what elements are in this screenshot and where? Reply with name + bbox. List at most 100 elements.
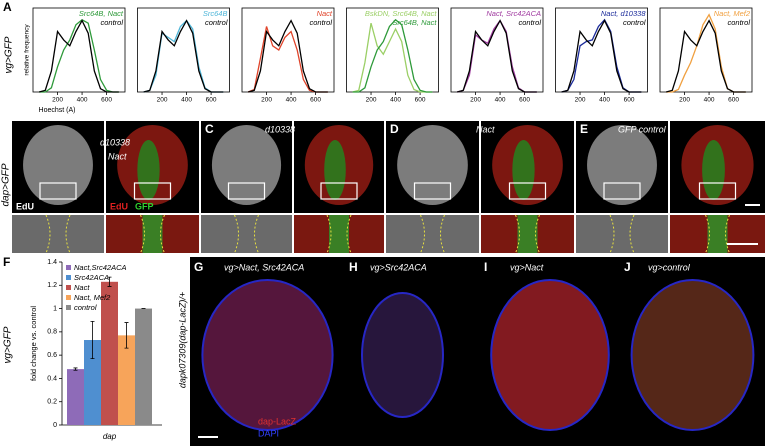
bar	[67, 369, 84, 425]
zoom-strip	[201, 215, 292, 253]
legend-entry: control	[100, 18, 123, 27]
x-tick-label: 400	[599, 97, 610, 104]
x-tick-label: 200	[52, 97, 63, 104]
side-label: dapk07309(dap-LacZ)/+	[177, 292, 187, 388]
roi-box	[508, 182, 547, 200]
bar	[84, 340, 101, 425]
x-tick-label: 600	[519, 97, 530, 104]
x-tick-label: 600	[415, 97, 426, 104]
genotype-label: Nact	[108, 151, 127, 161]
tissue	[587, 125, 657, 205]
legend-entry: Nact, Mef2	[714, 9, 751, 18]
x-tick-label: 200	[366, 97, 377, 104]
x-tick-label: 400	[77, 97, 88, 104]
legend-entry: control	[205, 18, 228, 27]
panel-label: E	[580, 122, 588, 136]
stain-label: EdU	[16, 201, 34, 211]
genotype-label: vg>control	[648, 262, 691, 272]
y-tick-label: 0.2	[47, 399, 57, 406]
stain-label: GFP	[135, 201, 154, 211]
x-tick-label: 600	[624, 97, 635, 104]
histogram-line	[352, 22, 433, 93]
wing-disc	[630, 279, 755, 431]
x-tick-label: 200	[157, 97, 168, 104]
gfp-region	[137, 140, 160, 200]
legend-entry: control	[74, 303, 97, 312]
roi-box	[320, 182, 358, 200]
panel-label: I	[484, 260, 487, 274]
legend-entry: Nact, Src42ACA	[486, 9, 541, 18]
error-bar	[124, 322, 129, 349]
legend-entry: Src42ACA	[74, 273, 109, 282]
histogram-line	[561, 19, 642, 93]
legend-entry: Nact	[317, 9, 333, 18]
panel-label: A	[3, 0, 12, 14]
panel-label: F	[3, 255, 10, 269]
x-tick-label: dap	[103, 432, 117, 441]
wing-disc	[490, 279, 610, 431]
x-tick-label: 400	[704, 97, 715, 104]
tissue	[23, 125, 93, 205]
plot-area	[450, 7, 544, 93]
legend-entry: Nact,Src42ACA	[74, 263, 127, 272]
legend-entry: Nact, Mef2	[74, 293, 111, 302]
y-tick-label: 1.4	[47, 259, 57, 266]
roi-box	[39, 182, 77, 200]
tissue	[397, 125, 468, 205]
legend-swatch	[66, 295, 71, 300]
panel-label: G	[194, 260, 203, 274]
image-layer	[12, 121, 765, 446]
legend-swatch	[66, 285, 71, 290]
error-bar	[90, 320, 95, 360]
x-tick-label: 400	[495, 97, 506, 104]
bar	[101, 281, 118, 425]
y-axis-label: relative frequency	[24, 24, 31, 76]
y-axis-label: fold change vs. control	[29, 306, 38, 381]
y-tick-label: 0.4	[47, 375, 57, 382]
side-label: dap>GFP	[1, 163, 12, 206]
y-tick-label: 0.6	[47, 352, 57, 359]
legend-swatch	[66, 265, 71, 270]
bar	[135, 308, 152, 425]
x-tick-label: 200	[261, 97, 272, 104]
histogram-line	[39, 18, 119, 93]
x-tick-label: 400	[286, 97, 297, 104]
legend-entry: control	[623, 18, 646, 27]
gfp-band	[142, 215, 163, 253]
legend-entry: Src64B	[203, 9, 228, 18]
plot-area	[137, 7, 230, 93]
legend-entry: control	[727, 18, 750, 27]
genotype-label: d10338	[265, 124, 295, 134]
chart-layer: 200 400 600 Hoechst (A) relative frequency Sr…	[24, 7, 753, 441]
legend-swatch	[66, 275, 71, 280]
histogram-line	[143, 19, 224, 93]
plot-area	[241, 7, 335, 93]
stain-label: dap-LacZ	[258, 416, 297, 426]
x-tick-label: 600	[728, 97, 739, 104]
tissue	[211, 125, 282, 205]
plot-area	[555, 7, 648, 93]
genotype-label: d10338	[100, 137, 130, 147]
gfp-band	[517, 215, 538, 253]
legend-entry: control	[518, 18, 541, 27]
genotype-label: vg>Nact	[510, 262, 544, 272]
x-tick-label: 400	[181, 97, 192, 104]
plot-area	[659, 7, 753, 93]
panel-label: D	[390, 122, 399, 136]
legend-swatch	[66, 305, 71, 310]
stain-label: DAPI	[258, 428, 279, 438]
panel-label: J	[624, 260, 631, 274]
legend-entry: Nact	[74, 283, 90, 292]
x-tick-label: 200	[679, 97, 690, 104]
genotype-label: vg>Nact, Src42ACA	[224, 262, 304, 272]
histogram-line	[456, 19, 537, 93]
genotype-label: vg>Src42ACA	[370, 262, 427, 272]
legend-entry: Src64B, Nact	[79, 9, 124, 18]
y-tick-label: 0.8	[47, 329, 57, 336]
histogram-line	[38, 19, 119, 93]
side-label: vg>GFP	[4, 36, 15, 73]
x-tick-label: 600	[310, 97, 321, 104]
roi-box	[698, 182, 737, 200]
panel-label: H	[349, 260, 358, 274]
